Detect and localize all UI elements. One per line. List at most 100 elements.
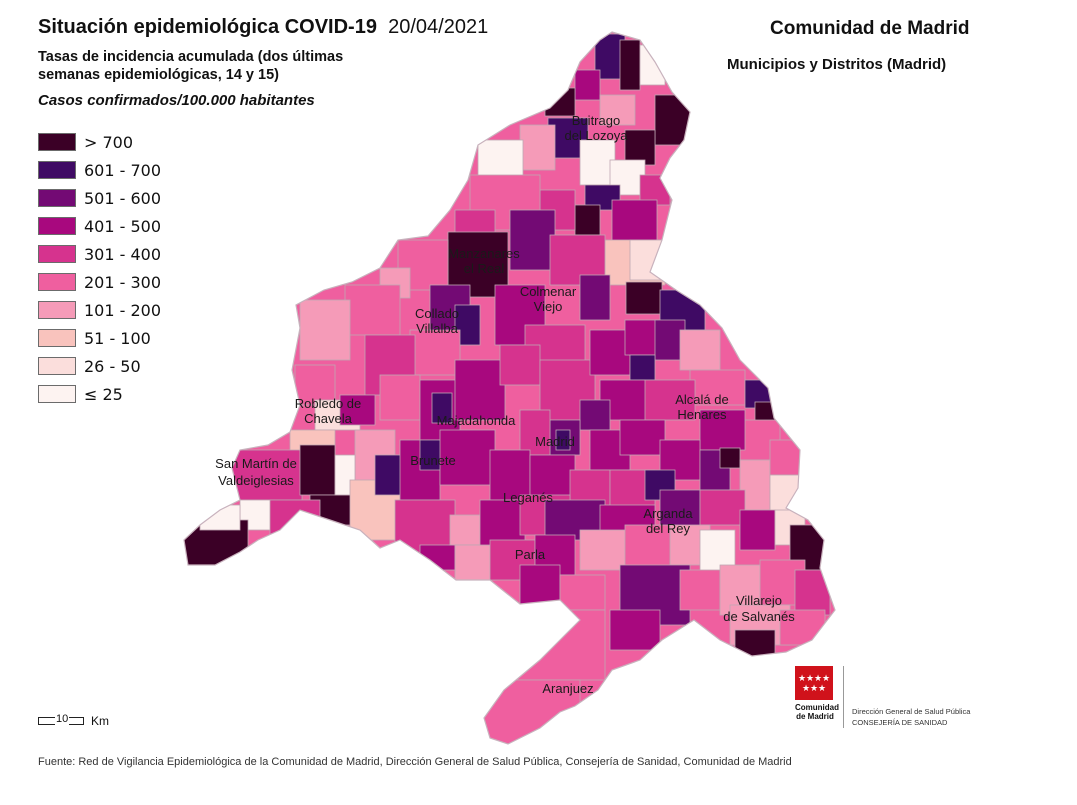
municipality-cell <box>339 394 376 426</box>
municipality-cell <box>619 419 666 456</box>
title-date: 20/04/2021 <box>388 16 489 38</box>
place-label-manzanares: Manzanares el Real <box>448 246 520 276</box>
municipality-cell <box>231 449 303 501</box>
municipality-cell <box>519 124 556 171</box>
place-label-parla: Parla <box>515 547 546 562</box>
legend-label: 101 - 200 <box>84 300 162 320</box>
legend-swatch <box>38 217 76 235</box>
legend-item: 201 - 300 <box>38 268 161 296</box>
logo-dept-line2: CONSEJERÍA DE SANIDAD <box>852 718 948 727</box>
municipality-cell <box>679 329 721 371</box>
place-label-colmenar: Colmenar Viejo <box>520 284 577 314</box>
map-subtitle: Tasas de incidencia acumulada (dos últim… <box>38 49 344 83</box>
map-units: Casos confirmados/100.000 habitantes <box>38 92 315 109</box>
legend-label: 601 - 700 <box>84 160 162 180</box>
legend-item: 301 - 400 <box>38 240 161 268</box>
logo-dept-line1: Dirección General de Salud Pública <box>852 707 971 716</box>
scale-bar-box: 10 <box>38 713 84 725</box>
legend-item: > 700 <box>38 128 161 156</box>
municipality-cell <box>299 444 336 496</box>
place-label-buitrago: Buitrago del Lozoya <box>565 113 629 143</box>
legend-label: ≤ 25 <box>84 384 123 404</box>
municipality-cell <box>579 274 611 321</box>
municipality-cell <box>199 504 241 531</box>
municipality-cell <box>477 139 524 181</box>
place-label-san-martin: San Martín de Valdeiglesias <box>215 456 297 488</box>
legend-swatch <box>38 161 76 179</box>
municipality-cell <box>579 399 611 431</box>
municipality-cell <box>509 209 556 271</box>
municipality-cell <box>494 609 606 681</box>
municipality-cell <box>454 359 506 421</box>
place-label-majadahonda: Majadahonda <box>437 413 517 428</box>
region-name: Comunidad de Madrid <box>770 18 970 39</box>
logo-name-line2: de Madrid <box>796 712 834 721</box>
municipality-cell <box>269 499 321 546</box>
place-label-villarejo: Villarejo de Salvanés <box>723 593 795 624</box>
place-label-arganda: Arganda del Rey <box>643 506 693 536</box>
legend: > 700 601 - 700 501 - 600 401 - 500 301 … <box>38 128 161 408</box>
municipality-cell <box>379 374 421 421</box>
legend-swatch <box>38 245 76 263</box>
legend-swatch <box>38 133 76 151</box>
map-scope: Municipios y Distritos (Madrid) <box>727 56 947 73</box>
place-label-collado: Collado Villalba <box>415 306 459 336</box>
legend-label: 51 - 100 <box>84 328 151 348</box>
place-label-madrid: Madrid <box>535 434 575 449</box>
institution-logo: ★ ★ ★ ★ ★ ★ ★ Comunidad de Madrid Dirección G… <box>795 666 970 728</box>
municipality-cell <box>619 39 641 91</box>
place-labels: Buitrago del Lozoya Manzanares el Real Col… <box>215 113 795 696</box>
municipality-cell <box>794 569 831 616</box>
municipality-cell <box>579 529 631 571</box>
legend-swatch <box>38 357 76 375</box>
municipality-cell <box>629 239 671 281</box>
municipality-cell <box>599 94 636 126</box>
legend-swatch <box>38 301 76 319</box>
municipality-cell <box>719 447 741 469</box>
legend-label: 26 - 50 <box>84 356 141 376</box>
municipality-cell <box>659 489 701 531</box>
municipality-cell <box>479 499 526 546</box>
logo-divider <box>843 666 844 728</box>
municipality-cell <box>529 454 576 501</box>
municipality-cell <box>439 429 496 486</box>
municipality-cell <box>574 204 601 236</box>
place-label-leganes: Leganés <box>503 490 553 505</box>
place-label-brunete: Brunete <box>410 453 456 468</box>
logo-name: Comunidad de Madrid <box>795 703 839 721</box>
legend-item: 601 - 700 <box>38 156 161 184</box>
municipality-cell <box>431 392 453 424</box>
municipality-cell <box>639 379 696 421</box>
municipality-cells <box>184 32 835 744</box>
legend-swatch <box>38 385 76 403</box>
source-note: Fuente: Red de Vigilancia Epidemiológica… <box>38 756 792 768</box>
municipality-cell <box>574 69 601 101</box>
municipality-cell <box>639 44 666 86</box>
municipality-cell <box>555 429 571 451</box>
legend-label: 201 - 300 <box>84 272 162 292</box>
legend-label: 401 - 500 <box>84 216 162 236</box>
municipality-cell <box>739 509 776 551</box>
municipality-cell <box>689 369 746 406</box>
municipality-cell <box>499 344 541 386</box>
legend-swatch <box>38 329 76 347</box>
municipality-cell <box>625 281 663 315</box>
logo-mark: ★ ★ ★ ★ ★ ★ ★ Comunidad de Madrid <box>795 666 839 721</box>
region-outline <box>183 31 836 745</box>
municipality-cell <box>519 564 561 606</box>
legend-item: 51 - 100 <box>38 324 161 352</box>
legend-item: 26 - 50 <box>38 352 161 380</box>
legend-label: > 700 <box>84 132 134 152</box>
place-label-alcala: Alcalá de Henares <box>675 392 728 422</box>
legend-swatch <box>38 273 76 291</box>
legend-label: 301 - 400 <box>84 244 162 264</box>
scale-value: 10 <box>55 713 70 725</box>
scale-unit: Km <box>91 714 109 728</box>
municipality-cell <box>624 129 656 166</box>
municipality-cell <box>699 409 746 451</box>
municipality-cell <box>559 574 606 611</box>
municipality-cell <box>611 199 658 246</box>
municipality-cell <box>624 524 676 571</box>
municipality-cell <box>299 299 351 361</box>
